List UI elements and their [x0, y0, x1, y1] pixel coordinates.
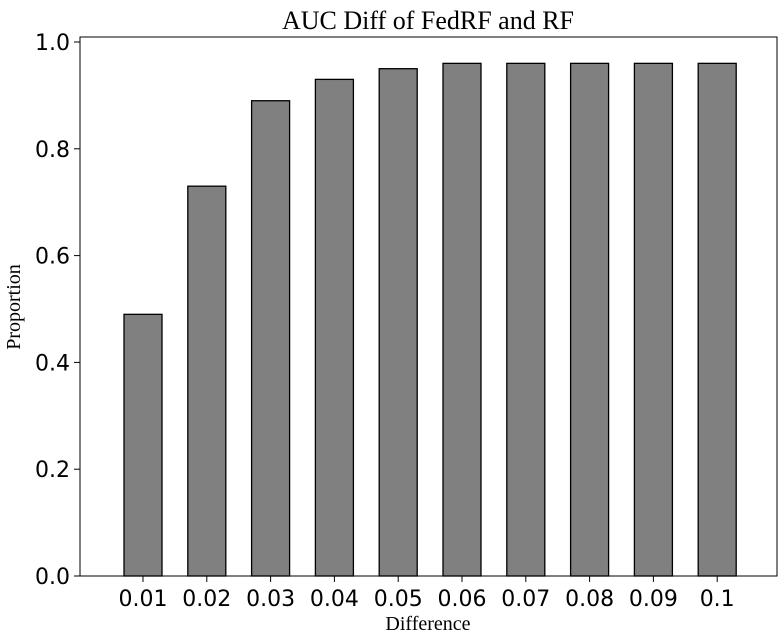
bar-0.02 — [187, 185, 227, 577]
chart-title: AUC Diff of FedRF and RF — [282, 6, 574, 35]
y-axis: 0.0 0.2 0.4 0.6 0.8 1.0 — [35, 31, 80, 590]
x-tick-label: 0.03 — [246, 587, 295, 612]
x-tick-label: 0.06 — [438, 587, 487, 612]
y-tick-label: 0.6 — [35, 245, 70, 270]
bar-0.06 — [442, 62, 482, 577]
bar-0.08 — [569, 62, 610, 577]
bar-0.04 — [314, 78, 355, 577]
y-tick-label: 0.2 — [35, 458, 70, 483]
bars-group — [123, 62, 737, 577]
x-tick-label: 0.01 — [119, 587, 168, 612]
y-tick-label: 0.4 — [35, 351, 70, 376]
bar-0.1 — [697, 62, 737, 577]
bar-0.01 — [123, 313, 163, 577]
x-axis: 0.01 0.02 0.03 0.04 0.05 0.06 0.07 0.08 0.09 0.1 — [119, 576, 735, 612]
bar-0.07 — [506, 62, 546, 577]
x-tick-label: 0.02 — [182, 587, 231, 612]
y-axis-label: Proportion — [3, 264, 25, 350]
x-tick-label: 0.09 — [629, 587, 678, 612]
plot-frame — [79, 36, 778, 577]
bar-0.09 — [633, 62, 674, 577]
x-tick-label: 0.1 — [700, 587, 735, 612]
bar-0.05 — [378, 68, 418, 577]
y-tick-label: 1.0 — [35, 31, 70, 56]
y-tick-label: 0.8 — [35, 138, 70, 163]
x-tick-label: 0.05 — [374, 587, 423, 612]
y-tick-label: 0.0 — [35, 565, 70, 590]
bar-0.03 — [250, 100, 291, 577]
x-axis-label: Difference — [385, 613, 470, 633]
x-tick-label: 0.07 — [501, 587, 550, 612]
x-tick-label: 0.04 — [310, 587, 359, 612]
x-tick-label: 0.08 — [565, 587, 614, 612]
